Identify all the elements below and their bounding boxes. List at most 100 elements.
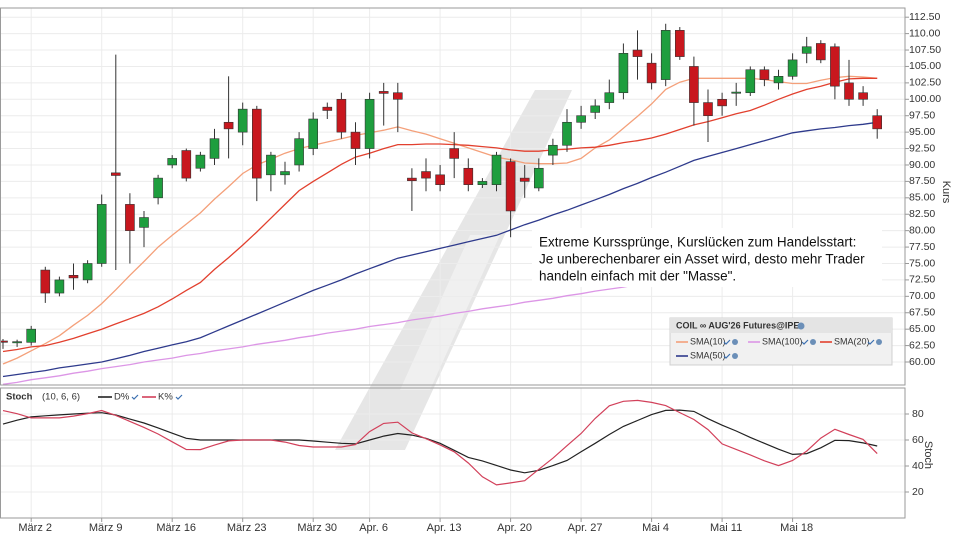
series-line: [2, 121, 878, 378]
legend-icon: [732, 339, 738, 345]
candle-body: [153, 177, 163, 199]
series-line: [2, 75, 878, 365]
legend-label: SMA(10): [690, 336, 726, 346]
x-tick-label: Mai 11: [710, 522, 742, 534]
candle-body: [815, 43, 826, 61]
candle-body: [280, 171, 290, 176]
candle-body: [0, 340, 8, 343]
legend-check: [867, 339, 875, 345]
candle-body: [392, 92, 403, 100]
candle-body: [844, 82, 854, 100]
y-tick-label: 87.50: [909, 175, 935, 187]
y-tick-label: 80: [912, 408, 924, 420]
candle-body: [209, 138, 220, 159]
y-tick-label: 97.50: [909, 109, 935, 121]
panel-border: [0, 387, 906, 519]
y-tick-label: 65.00: [909, 323, 935, 335]
candle-body: [125, 204, 135, 231]
x-tick-label: März 30: [297, 522, 337, 534]
candle-body: [872, 115, 883, 130]
y-tick-label: 77.50: [909, 241, 935, 253]
candle-body: [801, 46, 812, 54]
candle-body: [266, 154, 276, 176]
candle-body: [477, 181, 488, 185]
legend-icon: [876, 339, 882, 345]
y-tick-label: 60.00: [909, 356, 935, 368]
candle-body: [26, 328, 37, 343]
candle-body: [562, 121, 572, 146]
y-tick-label: 92.50: [909, 142, 935, 154]
x-tick-label: Apr. 27: [568, 522, 603, 534]
annotation: handeln einfach mit der "Masse".: [539, 269, 736, 284]
candle-body: [505, 161, 516, 212]
candle-body: [12, 341, 22, 344]
candle-body: [463, 167, 474, 185]
x-tick-label: Mai 4: [642, 522, 669, 534]
legend-label: K%: [158, 392, 173, 403]
x-tick-label: Apr. 13: [427, 522, 462, 534]
candle-body: [294, 138, 304, 166]
candle-body: [364, 98, 375, 149]
y-tick-label: 102.50: [909, 77, 941, 89]
y-tick-label: 70.00: [909, 290, 935, 302]
y-tick-label: 75.00: [909, 257, 935, 269]
candle-body: [618, 53, 629, 94]
candle-body: [378, 91, 389, 94]
candle-body: [674, 30, 685, 57]
candle-body: [548, 144, 558, 156]
candle-body: [604, 92, 615, 103]
candle-body: [167, 158, 177, 166]
candle-body: [308, 118, 319, 149]
x-tick-label: März 16: [156, 522, 196, 534]
annotation-box: [532, 228, 882, 287]
annotation: Je unberechenbarer ein Asset wird, desto…: [539, 252, 865, 267]
y-tick-label: 100.00: [909, 93, 941, 105]
candle-body: [336, 98, 347, 133]
y-tick-label: 67.50: [909, 307, 935, 319]
y-axis-title: Stoch: [922, 441, 934, 469]
legend-icon: [797, 322, 805, 330]
candle-body: [449, 148, 460, 159]
legend-title: COIL ∞ AUG'26 Futures@IPE: [676, 320, 799, 330]
candle-body: [590, 105, 601, 113]
candle-body: [82, 263, 93, 281]
legend-check: [723, 339, 731, 345]
candle-body: [237, 108, 248, 133]
candle-body: [350, 131, 361, 149]
stoch-title: Stoch: [6, 392, 33, 403]
y-tick-label: 105.00: [909, 60, 941, 72]
x-tick-label: März 9: [89, 522, 123, 534]
series-line: [2, 409, 878, 474]
candle-body: [830, 46, 840, 87]
candle-body: [40, 269, 51, 294]
series-line: [2, 399, 878, 486]
y-axis-title: Kurs: [940, 181, 952, 204]
candle-body: [195, 154, 206, 169]
candle-body: [689, 66, 699, 103]
legend-check: [801, 339, 809, 345]
y-tick-label: 62.50: [909, 339, 935, 351]
x-tick-label: März 2: [18, 522, 52, 534]
candle-body: [96, 204, 107, 264]
candle-body: [252, 108, 262, 179]
candle-body: [435, 174, 445, 185]
candle-body: [703, 102, 713, 117]
candle-body: [491, 154, 502, 185]
candle-body: [632, 49, 643, 57]
candle-body: [773, 76, 784, 84]
candle-body: [407, 177, 417, 182]
x-tick-label: März 23: [227, 522, 267, 534]
y-tick-label: 107.50: [909, 44, 941, 56]
candle-body: [717, 98, 727, 107]
candle-body: [759, 69, 770, 80]
candle-body: [787, 59, 798, 77]
y-tick-label: 95.00: [909, 126, 935, 138]
stoch-params: (10, 6, 6): [42, 392, 80, 403]
candle-body: [576, 115, 586, 123]
candle-body: [111, 172, 121, 176]
y-tick-label: 20: [912, 486, 924, 498]
candle-body: [660, 30, 671, 80]
candle-body: [322, 106, 333, 111]
candle-body: [54, 279, 65, 294]
candle-body: [223, 121, 234, 130]
